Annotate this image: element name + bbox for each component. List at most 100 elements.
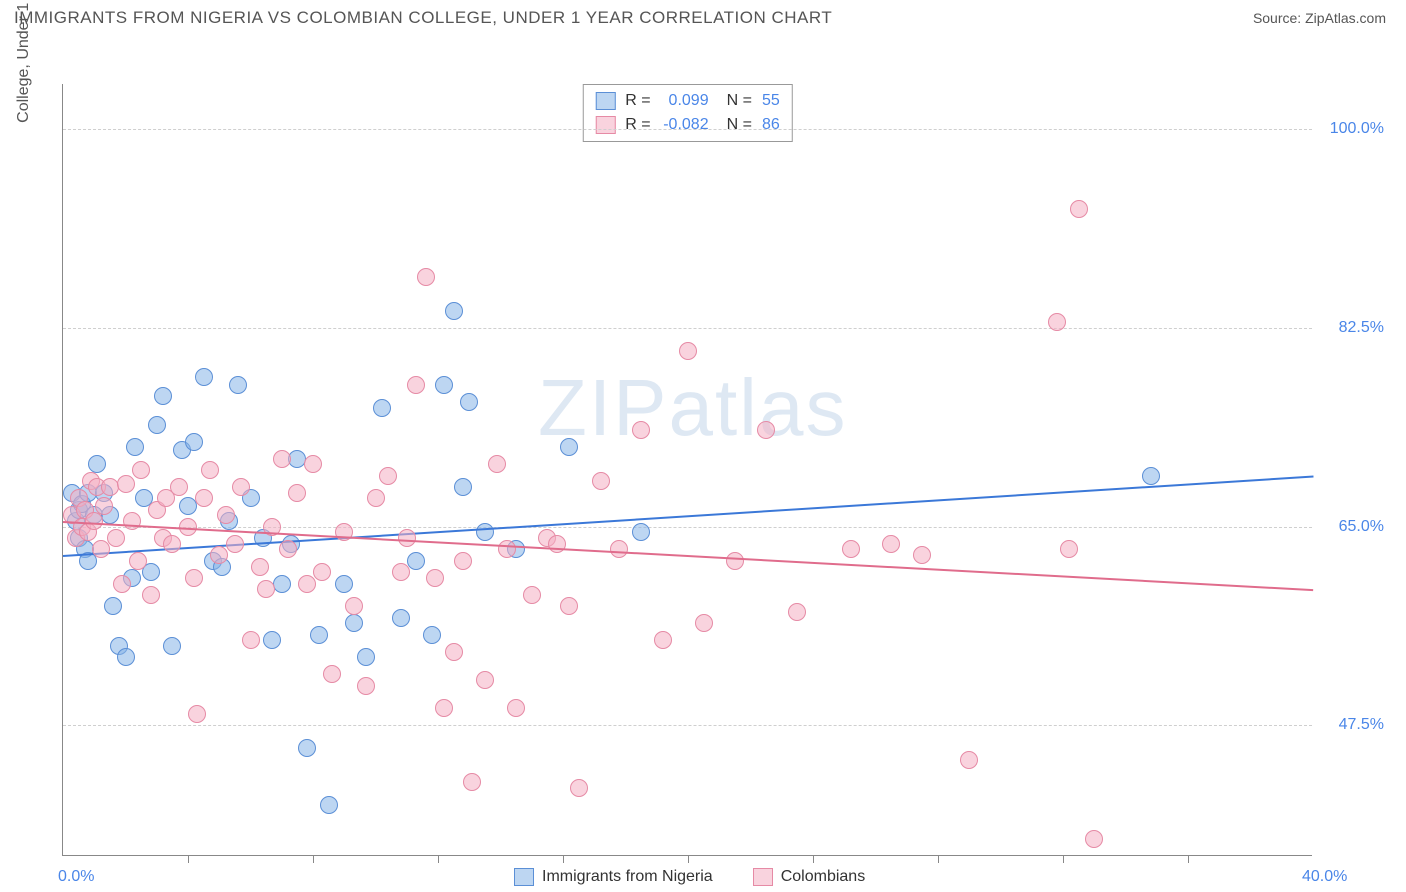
y-axis-label: College, Under 1 year — [15, 0, 33, 123]
x-tick — [563, 855, 564, 863]
scatter-point-nigeria — [392, 609, 410, 627]
scatter-point-colombians — [201, 461, 219, 479]
scatter-point-colombians — [123, 512, 141, 530]
scatter-point-colombians — [560, 597, 578, 615]
scatter-point-colombians — [288, 484, 306, 502]
scatter-point-colombians — [226, 535, 244, 553]
scatter-point-colombians — [129, 552, 147, 570]
scatter-point-colombians — [163, 535, 181, 553]
trend-line-colombians — [63, 521, 1313, 591]
y-tick-label: 47.5% — [1320, 716, 1384, 734]
scatter-point-colombians — [210, 546, 228, 564]
scatter-point-nigeria — [423, 626, 441, 644]
gridline — [63, 527, 1312, 528]
x-tick — [188, 855, 189, 863]
scatter-point-colombians — [757, 421, 775, 439]
swatch-icon — [753, 868, 773, 886]
scatter-point-colombians — [117, 475, 135, 493]
scatter-point-colombians — [195, 489, 213, 507]
scatter-point-colombians — [488, 455, 506, 473]
scatter-point-nigeria — [345, 614, 363, 632]
scatter-point-colombians — [298, 575, 316, 593]
x-tick — [938, 855, 939, 863]
scatter-point-nigeria — [298, 739, 316, 757]
scatter-point-colombians — [882, 535, 900, 553]
scatter-point-colombians — [1085, 830, 1103, 848]
scatter-point-colombians — [445, 643, 463, 661]
stat-r-label: R = — [625, 113, 650, 137]
scatter-point-nigeria — [1142, 467, 1160, 485]
scatter-point-colombians — [142, 586, 160, 604]
scatter-point-nigeria — [273, 575, 291, 593]
swatch-icon — [595, 92, 615, 110]
x-tick — [688, 855, 689, 863]
stat-n-value: 55 — [762, 89, 780, 113]
scatter-point-colombians — [257, 580, 275, 598]
stats-row-nigeria: R =0.099N =55 — [595, 89, 779, 113]
scatter-point-colombians — [304, 455, 322, 473]
scatter-point-colombians — [185, 569, 203, 587]
scatter-point-nigeria — [195, 368, 213, 386]
scatter-point-nigeria — [148, 416, 166, 434]
scatter-point-nigeria — [310, 626, 328, 644]
scatter-point-colombians — [632, 421, 650, 439]
scatter-point-nigeria — [154, 387, 172, 405]
scatter-point-colombians — [960, 751, 978, 769]
scatter-point-colombians — [132, 461, 150, 479]
series-legend: Immigrants from Nigeria Colombians — [514, 868, 865, 886]
scatter-point-nigeria — [357, 648, 375, 666]
scatter-point-nigeria — [320, 796, 338, 814]
legend-item-nigeria: Immigrants from Nigeria — [514, 868, 713, 886]
scatter-point-colombians — [242, 631, 260, 649]
scatter-point-colombians — [426, 569, 444, 587]
scatter-point-nigeria — [117, 648, 135, 666]
chart-title: IMMIGRANTS FROM NIGERIA VS COLOMBIAN COL… — [14, 8, 832, 28]
x-tick — [1188, 855, 1189, 863]
stat-r-value: 0.099 — [661, 89, 717, 113]
scatter-point-colombians — [570, 779, 588, 797]
scatter-point-colombians — [788, 603, 806, 621]
scatter-point-colombians — [695, 614, 713, 632]
scatter-point-colombians — [113, 575, 131, 593]
x-tick — [313, 855, 314, 863]
stat-r-value: -0.082 — [661, 113, 717, 137]
swatch-icon — [514, 868, 534, 886]
scatter-point-nigeria — [476, 523, 494, 541]
legend-item-colombians: Colombians — [753, 868, 865, 886]
scatter-point-colombians — [407, 376, 425, 394]
stat-n-label: N = — [727, 113, 752, 137]
trend-line-nigeria — [63, 476, 1313, 558]
x-tick — [813, 855, 814, 863]
scatter-point-colombians — [726, 552, 744, 570]
scatter-point-colombians — [107, 529, 125, 547]
source-attribution: Source: ZipAtlas.com — [1253, 10, 1386, 26]
stat-n-label: N = — [727, 89, 752, 113]
scatter-point-colombians — [476, 671, 494, 689]
scatter-point-colombians — [251, 558, 269, 576]
scatter-point-colombians — [435, 699, 453, 717]
scatter-point-nigeria — [460, 393, 478, 411]
x-tick — [438, 855, 439, 863]
scatter-point-colombians — [323, 665, 341, 683]
x-axis-max-label: 40.0% — [1302, 868, 1347, 886]
scatter-point-nigeria — [560, 438, 578, 456]
scatter-point-colombians — [507, 699, 525, 717]
scatter-point-nigeria — [185, 433, 203, 451]
stats-row-colombians: R =-0.082N =86 — [595, 113, 779, 137]
x-tick — [1063, 855, 1064, 863]
scatter-point-colombians — [654, 631, 672, 649]
scatter-point-colombians — [313, 563, 331, 581]
scatter-point-colombians — [217, 506, 235, 524]
gridline — [63, 129, 1312, 130]
legend-label: Immigrants from Nigeria — [542, 868, 713, 886]
scatter-point-colombians — [679, 342, 697, 360]
scatter-point-colombians — [498, 540, 516, 558]
scatter-point-colombians — [454, 552, 472, 570]
plot-area: ZIPatlas R =0.099N =55R =-0.082N =86 47.… — [62, 84, 1312, 856]
scatter-point-colombians — [367, 489, 385, 507]
scatter-point-colombians — [232, 478, 250, 496]
scatter-point-colombians — [170, 478, 188, 496]
swatch-icon — [595, 116, 615, 134]
scatter-point-colombians — [279, 540, 297, 558]
scatter-point-colombians — [1048, 313, 1066, 331]
